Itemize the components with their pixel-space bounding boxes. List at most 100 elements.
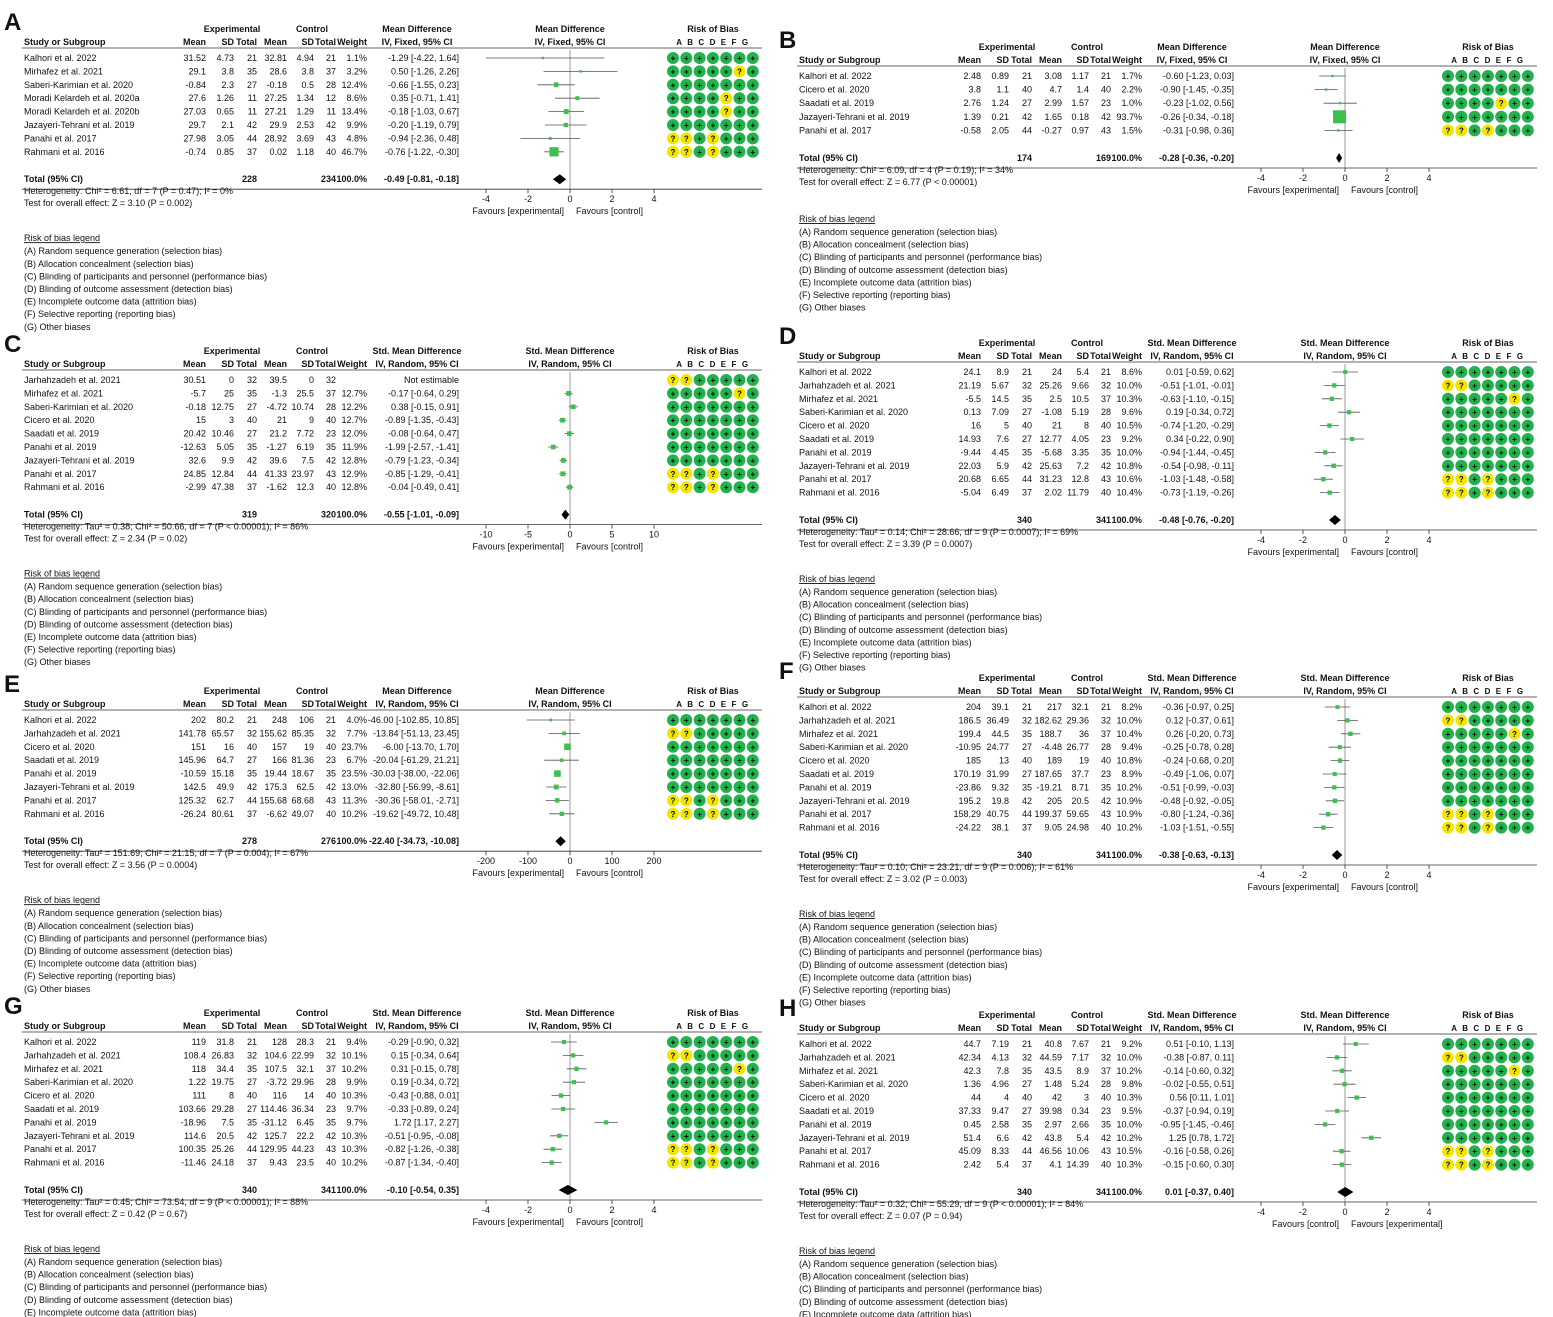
plus-icon: + <box>1525 770 1530 779</box>
legend-item: (E) Incomplete outcome data (attrition b… <box>24 297 197 307</box>
plus-icon: + <box>1525 716 1530 725</box>
low-risk-icon <box>1495 701 1508 713</box>
favours-left-label: Favours [experimental] <box>1247 547 1339 557</box>
total-weight: 100.0% <box>1111 850 1142 860</box>
low-risk-icon <box>680 65 693 78</box>
low-risk-icon <box>720 754 733 767</box>
low-risk-icon <box>1521 406 1534 419</box>
effect-square-marker <box>554 770 561 777</box>
plus-icon: + <box>1486 1094 1491 1103</box>
control-mean: 182.62 <box>1034 715 1062 725</box>
experimental-total: 42 <box>1022 112 1032 122</box>
control-sd: 62.5 <box>296 782 314 792</box>
control-mean-header: Mean <box>1039 686 1062 696</box>
effect-square-marker <box>1350 436 1355 442</box>
legend-item: (F) Selective reporting (reporting bias) <box>799 290 951 300</box>
control-sd: 7.67 <box>1071 1039 1089 1049</box>
control-sd: 10.06 <box>1066 1146 1089 1156</box>
plus-icon: + <box>750 430 755 439</box>
plus-icon: + <box>1459 99 1464 108</box>
effect-square-marker <box>1332 383 1337 388</box>
plus-icon: + <box>1512 757 1517 766</box>
low-risk-icon <box>1481 110 1494 123</box>
legend-item: (F) Selective reporting (reporting bias) <box>799 650 951 660</box>
question-icon: ? <box>710 483 715 492</box>
table-row: Cicero et al. 2020 185 13 40 189 19 40 10.8% -0.… <box>799 754 1534 767</box>
low-risk-icon <box>1481 433 1494 445</box>
unclear-risk-icon <box>733 65 746 78</box>
experimental-total-header: Total <box>1011 686 1032 696</box>
low-risk-icon <box>733 1143 746 1156</box>
low-risk-icon <box>1508 714 1521 727</box>
plus-icon: + <box>737 1051 742 1060</box>
unclear-risk-icon <box>1455 1158 1468 1171</box>
control-total: 43 <box>1101 809 1111 819</box>
low-risk-icon <box>720 1143 733 1156</box>
table-row: Kalhori et al. 2022 44.7 7.19 21 40.8 7.67 21 9… <box>799 1038 1534 1050</box>
low-risk-icon <box>720 1129 733 1142</box>
experimental-total-header: Total <box>236 699 257 709</box>
table-row: Saadati et al. 2019 37.33 9.47 27 39.98 0.34 2… <box>799 1105 1534 1117</box>
axis-tick-label: 0 <box>567 856 572 866</box>
experimental-mean: 2.48 <box>963 71 981 81</box>
risk-of-bias-legend-title: Risk of bias legend <box>24 569 100 579</box>
experimental-total: 40 <box>247 742 257 752</box>
control-sd: 10.5 <box>1071 394 1089 404</box>
study-effect-ci: -19.62 [-49.72, 10.48] <box>373 809 459 819</box>
experimental-mean: -0.18 <box>185 402 206 412</box>
question-icon: ? <box>1485 824 1490 833</box>
low-risk-icon <box>706 1049 719 1062</box>
low-risk-icon <box>706 105 719 118</box>
low-risk-icon <box>693 65 706 78</box>
control-total: 40 <box>1101 488 1111 498</box>
plus-icon: + <box>1512 1107 1517 1116</box>
control-total: 35 <box>1101 782 1111 792</box>
heterogeneity-statistic: Heterogeneity: Tau² = 0.38; Chi² = 50.66… <box>24 522 308 532</box>
study-weight: 12.0% <box>341 429 367 439</box>
axis-tick-label: -4 <box>1257 1207 1265 1217</box>
control-total: 42 <box>326 1131 336 1141</box>
plus-icon: + <box>671 1132 676 1141</box>
plus-icon: + <box>711 108 716 117</box>
effect-square-marker <box>570 404 576 410</box>
axis-tick-label: -2 <box>1299 535 1307 545</box>
effect-square-marker <box>1346 410 1352 415</box>
favours-left-label: Favours [experimental] <box>472 542 564 552</box>
experimental-total: 40 <box>247 1091 257 1101</box>
low-risk-icon <box>1495 392 1508 405</box>
experimental-mean: 24.85 <box>183 469 206 479</box>
table-row: Mirhafez et al. 2021 42.3 7.8 35 43.5 8.9 37 10… <box>799 1064 1534 1077</box>
control-total: 40 <box>1101 85 1111 95</box>
plus-icon: + <box>750 54 755 63</box>
low-risk-icon <box>720 727 733 740</box>
plus-icon: + <box>1499 1053 1504 1062</box>
low-risk-icon <box>706 119 719 131</box>
low-risk-icon <box>1442 1105 1454 1117</box>
unclear-risk-icon <box>1508 392 1521 405</box>
plus-icon: + <box>1446 1080 1451 1089</box>
plus-icon: + <box>671 716 676 725</box>
plus-icon: + <box>1459 462 1464 471</box>
control-total: 28 <box>326 80 336 90</box>
low-risk-icon <box>1455 392 1468 405</box>
legend-item: (D) Blinding of outcome assessment (dete… <box>799 625 1008 635</box>
low-risk-icon <box>1495 781 1508 794</box>
low-risk-icon <box>720 781 733 793</box>
plus-icon: + <box>697 389 702 398</box>
low-risk-icon <box>720 119 733 131</box>
study-weight: 1.0% <box>1121 98 1142 108</box>
plus-icon: + <box>724 416 729 425</box>
control-total-header: Total <box>315 1021 336 1031</box>
question-icon: ? <box>1485 126 1490 135</box>
low-risk-icon <box>680 105 693 118</box>
experimental-mean: -0.58 <box>960 125 981 135</box>
control-total: 35 <box>326 442 336 452</box>
plus-icon: + <box>750 121 755 130</box>
low-risk-icon <box>1495 1078 1508 1091</box>
question-icon: ? <box>1512 730 1517 739</box>
legend-item: (G) Other biases <box>24 322 91 332</box>
control-total: 23 <box>1101 434 1111 444</box>
plus-icon: + <box>684 94 689 103</box>
question-icon: ? <box>1459 1161 1464 1170</box>
plus-icon: + <box>684 1065 689 1074</box>
